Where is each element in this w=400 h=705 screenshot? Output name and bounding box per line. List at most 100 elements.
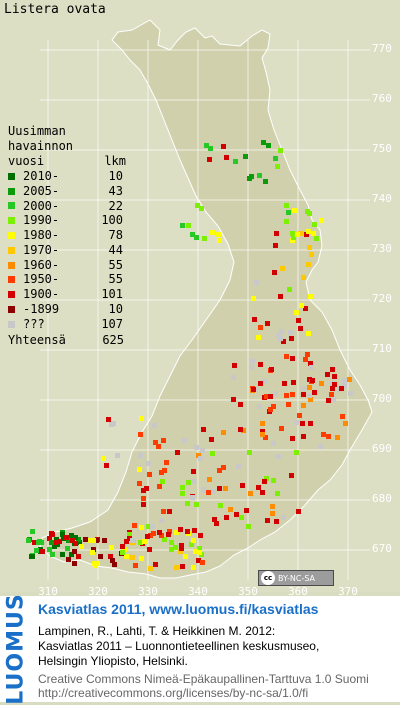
observation-square xyxy=(190,232,195,237)
observation-square xyxy=(54,537,59,542)
observation-square xyxy=(153,440,158,445)
observation-square xyxy=(262,379,267,384)
observation-square xyxy=(260,490,265,495)
legend-swatch xyxy=(8,172,15,180)
observation-square xyxy=(173,545,178,550)
observation-square xyxy=(47,536,52,541)
legend-count: 10 xyxy=(108,168,123,183)
observation-square xyxy=(137,481,142,486)
observation-square xyxy=(217,238,222,243)
observation-square xyxy=(332,374,337,379)
legend-total: Yhteensä 625 xyxy=(8,333,126,348)
observation-square xyxy=(241,428,246,433)
observation-square xyxy=(195,203,200,208)
observation-square xyxy=(294,450,299,455)
northing-label: 770 xyxy=(372,42,392,55)
observation-square xyxy=(148,533,153,538)
license-url-link[interactable]: http://creativecommons.org/licenses/by-n… xyxy=(38,686,309,700)
observation-square xyxy=(265,321,270,326)
observation-square xyxy=(194,235,199,240)
observation-square xyxy=(180,491,185,496)
observation-square xyxy=(231,397,236,402)
observation-square xyxy=(251,296,256,301)
observation-square xyxy=(156,444,161,449)
observation-square xyxy=(306,262,311,267)
observation-square xyxy=(138,540,143,545)
observation-square xyxy=(185,501,190,506)
observation-squares xyxy=(26,140,353,571)
observation-square xyxy=(251,387,256,392)
observation-square xyxy=(294,310,299,315)
observation-square xyxy=(216,232,221,237)
cc-license-badge[interactable]: cc BY-NC-SA xyxy=(258,570,334,586)
observation-square xyxy=(232,363,237,368)
observation-square xyxy=(281,515,286,520)
observation-square xyxy=(258,381,263,386)
observation-square xyxy=(127,536,132,541)
easting-label: 370 xyxy=(338,585,358,598)
observation-square xyxy=(160,479,165,484)
legend-row: 2000- 22 xyxy=(8,199,126,214)
observation-square xyxy=(40,549,45,554)
observation-square xyxy=(301,434,306,439)
observation-square xyxy=(305,209,310,214)
observation-square xyxy=(191,479,196,484)
legend-header-row: vuosi lkm xyxy=(8,154,126,169)
legend-row: 1960- 55 xyxy=(8,258,126,273)
observation-square xyxy=(201,427,206,432)
observation-square xyxy=(303,306,308,311)
observation-square xyxy=(94,538,99,543)
map-area: Listera ovata 770 760 750 740 730 720 71… xyxy=(4,2,392,598)
observation-square xyxy=(69,552,74,557)
observation-square xyxy=(196,558,201,563)
observation-square xyxy=(278,148,283,153)
observation-square xyxy=(288,330,293,335)
legend-period: 1950- xyxy=(23,272,60,287)
observation-square xyxy=(307,385,312,390)
observation-square xyxy=(221,144,226,149)
observation-square xyxy=(348,391,353,396)
observation-square xyxy=(273,243,278,248)
observation-square xyxy=(266,143,271,148)
observation-square xyxy=(271,441,276,446)
observation-square xyxy=(66,538,71,543)
observation-square xyxy=(228,507,233,512)
observation-square xyxy=(191,538,196,543)
observation-square xyxy=(265,518,270,523)
observation-square xyxy=(174,530,179,535)
observation-square xyxy=(257,173,262,178)
observation-square xyxy=(178,527,183,532)
observation-square xyxy=(301,386,306,391)
observation-square xyxy=(308,421,313,426)
observation-square xyxy=(60,532,65,537)
observation-square xyxy=(137,467,142,472)
legend-count: 101 xyxy=(101,287,123,302)
atlas-title-link[interactable]: Kasviatlas 2011, www.luomus.fi/kasviatla… xyxy=(38,601,319,617)
legend-swatch xyxy=(8,217,15,225)
observation-square xyxy=(138,453,143,458)
observation-square xyxy=(268,407,273,412)
observation-square xyxy=(279,329,284,334)
observation-square xyxy=(249,174,254,179)
observation-square xyxy=(264,476,269,481)
observation-square xyxy=(223,486,228,491)
observation-square xyxy=(268,394,273,399)
observation-square xyxy=(258,362,263,367)
observation-square xyxy=(146,461,151,466)
observation-square xyxy=(193,549,198,554)
observation-square xyxy=(231,375,236,380)
legend-period: 1980- xyxy=(23,228,60,243)
observation-square xyxy=(319,381,324,386)
observation-square xyxy=(30,529,35,534)
observation-square xyxy=(142,539,147,544)
observation-square xyxy=(301,275,306,280)
observation-square xyxy=(289,336,294,341)
legend-header-year: vuosi xyxy=(8,154,45,168)
observation-square xyxy=(109,545,114,550)
observation-square xyxy=(169,547,174,552)
easting-label: 330 xyxy=(138,585,158,598)
observation-square xyxy=(284,203,289,208)
legend-swatch xyxy=(8,291,15,299)
observation-square xyxy=(244,508,249,513)
observation-square xyxy=(52,544,57,549)
